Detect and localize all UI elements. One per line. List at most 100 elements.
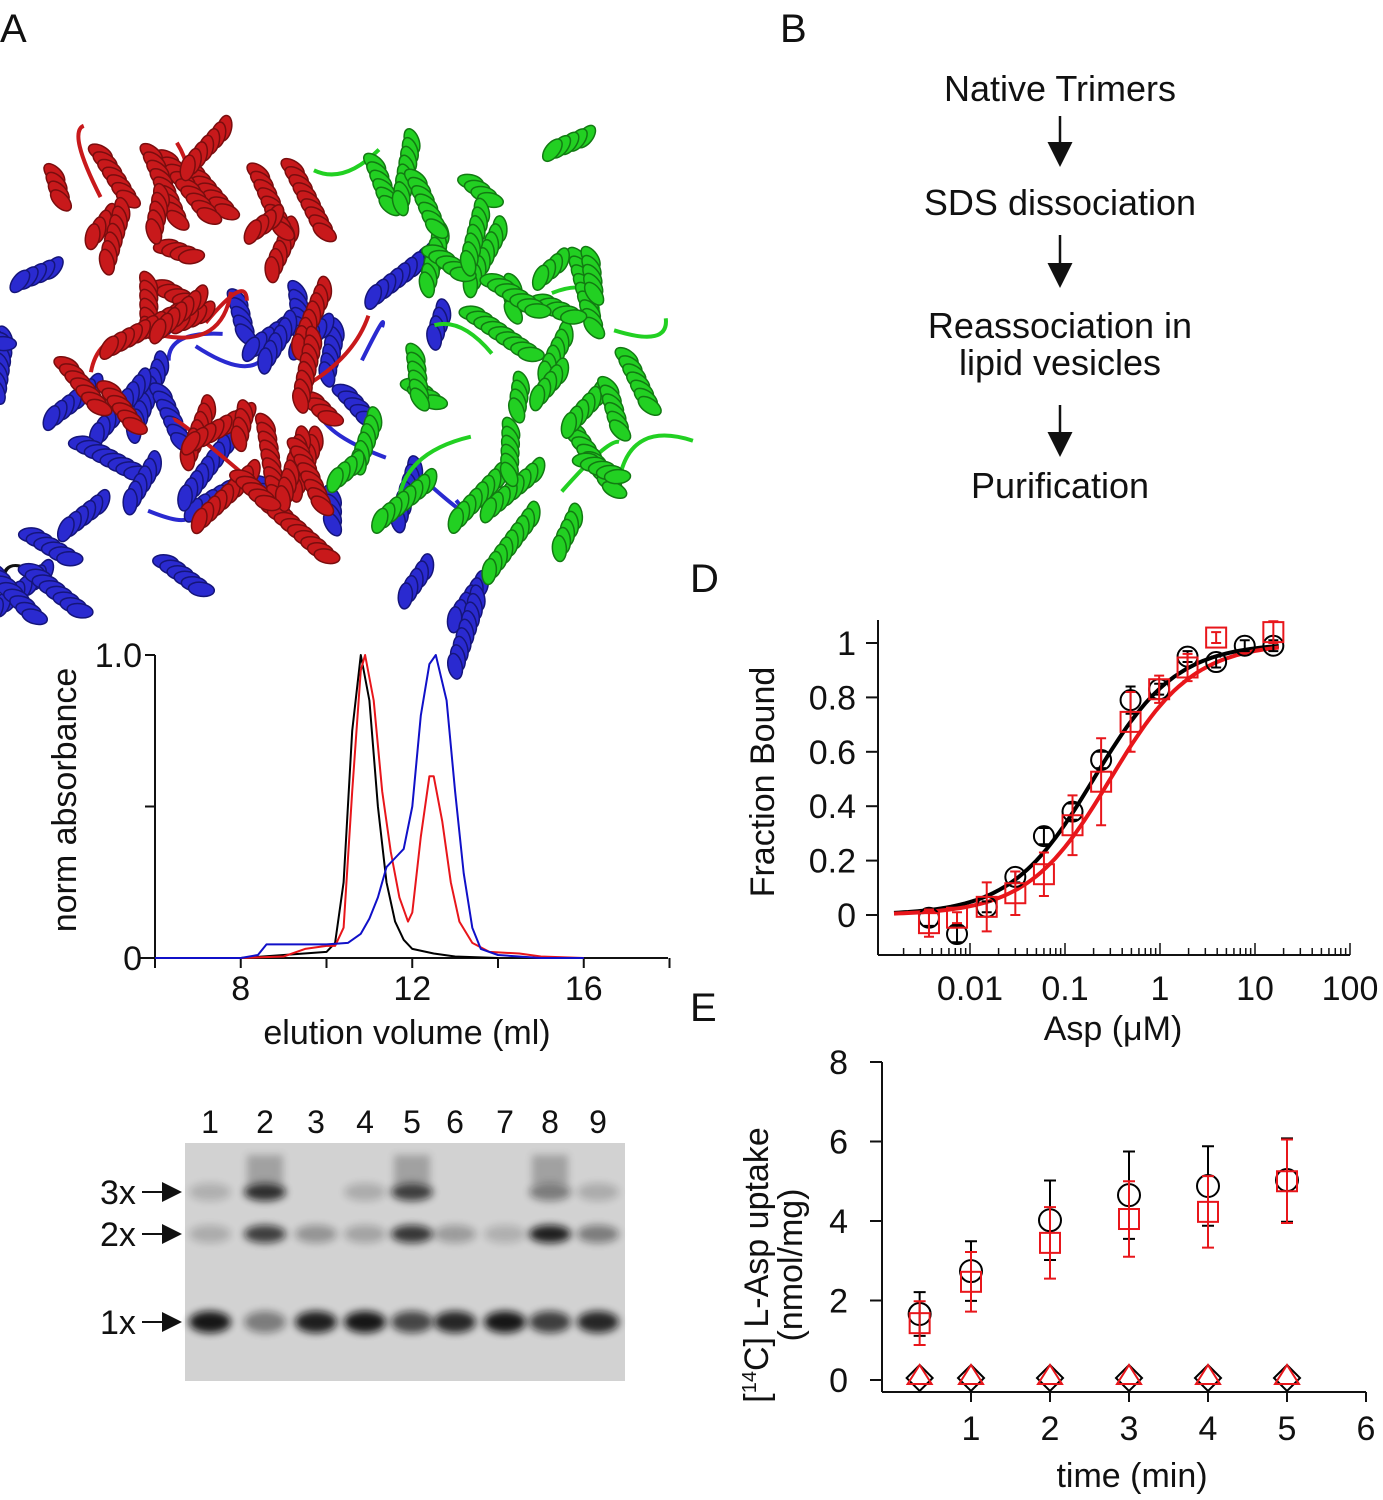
- protein-helix-turn: [0, 596, 4, 623]
- lane-label: 9: [589, 1104, 607, 1140]
- lane-label: 6: [446, 1104, 464, 1140]
- d-error-bar: [1125, 690, 1136, 753]
- protein-helix-turn: [479, 497, 498, 524]
- protein-helix-turn: [541, 138, 563, 163]
- protein-helix-turn: [49, 189, 73, 212]
- gel-band-2x: [484, 1225, 526, 1243]
- d-data-point-square: [1090, 770, 1113, 793]
- protein-helix-turn: [21, 608, 49, 626]
- protein-helix-turn: [98, 248, 116, 276]
- protein-helix-turn: [9, 269, 31, 294]
- d-data-point-circle: [1032, 825, 1055, 848]
- gel-band-1x: [189, 1311, 231, 1333]
- protein-helix-turn: [313, 548, 341, 565]
- e-data-point-square: [1276, 1170, 1298, 1193]
- flow-step-native-trimers: Native Trimers: [944, 68, 1176, 109]
- panel-label-a: A: [0, 7, 27, 51]
- flow-step-lipid-vesicles: lipid vesicles: [959, 342, 1161, 383]
- e-error-bar: [1281, 1138, 1293, 1224]
- d-data-point-square: [1061, 814, 1084, 837]
- d-error-bar: [1239, 639, 1250, 653]
- protein-helix-turn: [529, 384, 546, 412]
- lane-label: 4: [356, 1104, 374, 1140]
- protein-helix-turn: [446, 652, 464, 680]
- gel-band-2x: [434, 1225, 476, 1243]
- e-y-tick-label: 6: [829, 1124, 848, 1162]
- e-y-axis-unit: (nmol/mg): [772, 1188, 810, 1341]
- protein-helix-turn: [86, 398, 113, 417]
- d-error-bar: [1096, 737, 1107, 827]
- protein-loop: [433, 321, 494, 355]
- gel-band-2x: [295, 1225, 337, 1243]
- flow-step-purification: Purification: [971, 465, 1149, 506]
- flow-step-reassociation: Reassociation in: [928, 305, 1192, 346]
- protein-loop: [617, 433, 694, 477]
- protein-helix-turn: [409, 387, 431, 412]
- protein-helix-turn: [122, 416, 148, 436]
- gel-band-2x: [344, 1225, 386, 1243]
- protein-helix-turn: [560, 411, 578, 439]
- protein-helix-turn: [637, 395, 662, 417]
- protein-helix-turn: [180, 430, 201, 456]
- protein-helix-turn: [122, 488, 138, 516]
- protein-helix-turn: [551, 534, 568, 563]
- e-data-point-square: [960, 1270, 982, 1293]
- protein-helix-turn: [424, 218, 449, 239]
- gel-band-1x: [391, 1311, 433, 1333]
- protein-helix-turn: [499, 461, 519, 488]
- d-x-tick-label: 0.01: [937, 970, 1003, 1008]
- protein-helix-turn: [241, 336, 261, 363]
- e-y-axis-label: [14C] L-Asp uptake: [738, 1127, 776, 1403]
- d-data-point-square: [975, 895, 998, 918]
- e-data-point-diamond: [956, 1363, 986, 1393]
- protein-helix-turn: [507, 397, 526, 424]
- e-error-bar: [1123, 1180, 1135, 1258]
- uptake-chart: [14C] L-Asp uptake (nmol/mg) time (min) …: [738, 1044, 1375, 1495]
- protein-loop: [613, 318, 668, 339]
- e-error-bar: [965, 1251, 977, 1313]
- protein-helix-turn: [56, 516, 75, 543]
- d-y-axis-label: Fraction Bound: [744, 667, 782, 898]
- protein-helix-turn: [364, 283, 383, 311]
- c-x-tick-label: 16: [565, 970, 603, 1008]
- d-y-tick-label: 1: [837, 625, 856, 663]
- e-x-tick-label: 6: [1357, 1410, 1376, 1448]
- d-fit-curve-0: [893, 644, 1279, 915]
- protein-helix-turn: [310, 495, 335, 517]
- d-y-tick-label: 0.4: [809, 788, 856, 826]
- protein-helix-turn: [84, 223, 101, 251]
- protein-helix-turn: [254, 494, 282, 512]
- e-data-point-diamond: [1114, 1363, 1144, 1393]
- flowchart: Native Trimers SDS dissociation Reassoci…: [924, 68, 1196, 506]
- protein-helix-turn: [145, 218, 163, 245]
- c-x-axis-label: elution volume (ml): [263, 1014, 550, 1052]
- d-data-point-square: [1004, 882, 1027, 905]
- e-data-point-triangle: [1273, 1363, 1301, 1386]
- e-data-point-triangle: [957, 1363, 985, 1386]
- protein-helix-turn: [397, 582, 414, 610]
- e-y-tick-label: 4: [829, 1203, 848, 1241]
- gel-band-2x: [577, 1225, 619, 1243]
- protein-helix-turn: [42, 405, 61, 432]
- c-y-tick-label: 1.0: [95, 637, 142, 675]
- e-data-point-square: [1197, 1200, 1219, 1223]
- d-y-tick-label: 0.8: [809, 679, 856, 717]
- e-data-point-square: [1118, 1208, 1140, 1231]
- e-y-tick-label: 0: [829, 1362, 848, 1400]
- protein-helix-turn: [447, 507, 465, 535]
- e-error-bar: [1044, 1206, 1056, 1280]
- e-data-point-triangle: [905, 1363, 934, 1386]
- protein-helix-turn: [196, 207, 223, 226]
- lane-label: 1: [201, 1104, 219, 1140]
- protein-loop: [147, 508, 191, 523]
- protein-helix-turn: [531, 264, 550, 291]
- gel-marker-label: 1x: [100, 1304, 136, 1342]
- gel-band-1x: [577, 1311, 619, 1333]
- e-data-point-triangle: [1115, 1363, 1143, 1386]
- d-data-point-square: [1205, 626, 1228, 649]
- protein-helix-turn: [0, 335, 18, 352]
- c-series-line-0: [155, 654, 499, 959]
- e-data-point-square: [1039, 1231, 1061, 1254]
- gel-band-3x: [189, 1183, 231, 1201]
- d-x-tick-label: 10: [1236, 970, 1274, 1008]
